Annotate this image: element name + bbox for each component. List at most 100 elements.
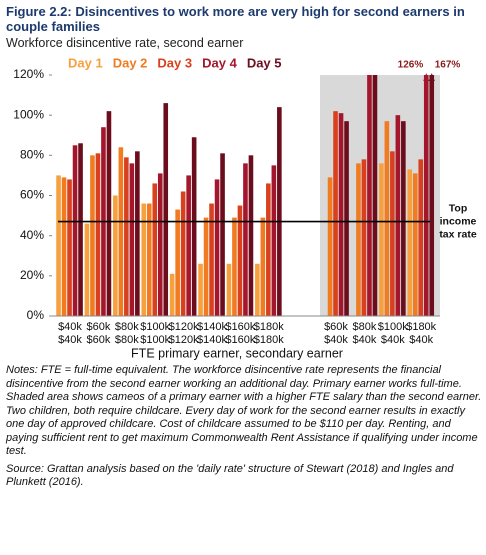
legend-entry: Day 1 xyxy=(68,55,103,70)
bar xyxy=(191,137,197,316)
bar xyxy=(84,223,90,316)
bar xyxy=(237,205,243,316)
bar xyxy=(61,177,67,316)
x-tick-label: $80k xyxy=(115,321,139,333)
data-label: 126% xyxy=(398,60,424,71)
x-tick-label: $40k xyxy=(324,334,348,346)
bar xyxy=(344,121,349,316)
bar xyxy=(390,151,395,316)
bar xyxy=(113,195,118,316)
bar xyxy=(260,217,266,316)
x-tick-label: $60k xyxy=(86,334,110,346)
x-tick-label: $40k xyxy=(58,321,82,333)
x-tick-label: $140k xyxy=(197,334,227,346)
x-tick-label: $160k xyxy=(225,334,255,346)
bar xyxy=(395,115,401,316)
x-tick-label: $180k xyxy=(254,334,284,346)
bar xyxy=(78,143,83,316)
bar xyxy=(384,121,390,316)
bar xyxy=(124,157,129,316)
legend-entry: Day 4 xyxy=(202,55,237,70)
data-label: 167% xyxy=(435,60,461,71)
bar xyxy=(220,153,225,316)
reference-label: tax rate xyxy=(439,228,477,240)
bar xyxy=(226,263,232,316)
y-tick-label: 20% xyxy=(20,268,44,282)
bar xyxy=(429,75,435,316)
bar xyxy=(175,209,180,316)
bar xyxy=(333,111,338,316)
bar xyxy=(367,75,372,316)
bar xyxy=(361,159,367,316)
x-tick-label: $80k xyxy=(352,321,376,333)
bar xyxy=(56,175,61,316)
x-tick-label: $40k xyxy=(352,334,376,346)
bar xyxy=(423,75,429,316)
x-tick-label: $100k xyxy=(140,321,170,333)
x-tick-label: $60k xyxy=(324,321,348,333)
bar xyxy=(209,203,214,316)
bar xyxy=(356,163,361,316)
bar xyxy=(271,165,277,316)
legend-entry: Day 3 xyxy=(157,55,192,70)
bar xyxy=(214,179,220,316)
bar xyxy=(90,155,95,316)
bar xyxy=(146,203,152,316)
bar xyxy=(203,217,209,316)
x-axis-label: FTE primary earner, secondary earner xyxy=(131,346,343,360)
bar xyxy=(198,263,203,316)
x-tick-label: $160k xyxy=(225,321,255,333)
bar xyxy=(407,169,413,316)
reference-label: income xyxy=(440,215,477,227)
x-tick-label: $180k xyxy=(254,321,284,333)
chart: FTE primary earner, secondary earner 0% 2… xyxy=(13,55,477,360)
reference-label: Top xyxy=(449,202,467,214)
chart-title: Figure 2.2: Disincentives to work more a… xyxy=(6,4,465,34)
x-tick-label: $80k xyxy=(115,334,139,346)
bar xyxy=(401,121,406,316)
x-tick-label: $100k xyxy=(378,321,408,333)
overflow-arrow xyxy=(423,73,430,81)
x-tick-label: $40k xyxy=(409,334,433,346)
x-tick-label: $40k xyxy=(58,334,82,346)
y-tick-label: 60% xyxy=(20,188,44,202)
note: Notes: FTE = full-time equivalent. The w… xyxy=(6,364,482,457)
notes: Notes: FTE = full-time equivalent. The w… xyxy=(6,364,482,494)
x-tick-label: $120k xyxy=(169,334,199,346)
bars xyxy=(56,75,435,316)
bar xyxy=(418,159,424,316)
bar xyxy=(163,103,169,316)
bar xyxy=(67,179,72,316)
x-tick-label: $180k xyxy=(406,321,436,333)
overflow-arrow xyxy=(428,73,435,81)
x-tick-label: $100k xyxy=(140,334,170,346)
y-tick-label: 120% xyxy=(13,67,44,81)
y-tick-label: 0% xyxy=(27,308,45,322)
x-tick-label: $40k xyxy=(381,334,405,346)
x-tick-label: $140k xyxy=(197,321,227,333)
bar xyxy=(232,217,237,316)
bar xyxy=(372,75,378,316)
bar xyxy=(186,175,191,316)
bar xyxy=(129,163,135,316)
bar xyxy=(72,145,78,316)
bar xyxy=(379,163,384,316)
bar xyxy=(157,173,163,316)
bar xyxy=(412,173,418,316)
bar xyxy=(169,273,175,316)
legend-entry: Day 5 xyxy=(247,55,282,70)
source: Source: Grattan analysis based on the 'd… xyxy=(6,462,454,489)
bar xyxy=(327,177,333,316)
bar xyxy=(277,107,282,316)
bar xyxy=(243,163,248,316)
bar xyxy=(266,183,271,316)
x-tick-label: $60k xyxy=(86,321,110,333)
bar xyxy=(248,155,254,316)
bar xyxy=(152,183,158,316)
bar xyxy=(135,151,140,316)
bar xyxy=(118,147,124,316)
chart-subtitle: Workforce disincentive rate, second earn… xyxy=(6,36,244,50)
y-tick-label: 100% xyxy=(13,107,44,121)
bar xyxy=(141,203,147,316)
